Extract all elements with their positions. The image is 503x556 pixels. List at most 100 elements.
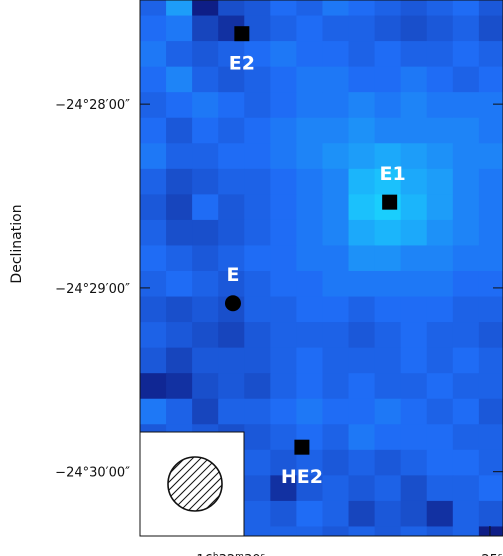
intensity-pixel: [244, 194, 271, 221]
intensity-pixel: [426, 449, 454, 476]
intensity-pixel: [400, 373, 428, 400]
intensity-pixel: [374, 424, 402, 451]
intensity-pixel: [140, 219, 167, 247]
intensity-pixel: [192, 398, 219, 425]
intensity-pixel: [218, 271, 245, 298]
intensity-pixel: [374, 500, 402, 528]
intensity-pixel: [348, 194, 376, 221]
intensity-pixel: [478, 143, 503, 170]
intensity-pixel: [374, 41, 402, 68]
intensity-pixel: [296, 271, 324, 298]
intensity-pixel: [348, 219, 376, 247]
intensity-pixel: [374, 526, 402, 536]
intensity-pixel: [478, 168, 503, 195]
intensity-pixel: [166, 398, 193, 425]
intensity-pixel: [322, 322, 350, 349]
intensity-pixel: [348, 373, 376, 400]
intensity-pixel: [296, 245, 324, 272]
intensity-pixel: [478, 500, 503, 528]
intensity-pixel: [322, 449, 350, 476]
intensity-pixel: [166, 117, 193, 144]
y-tick-label: −24°28′00″: [55, 98, 130, 113]
source-label-e2: E2: [229, 53, 255, 75]
intensity-pixel: [452, 245, 480, 272]
intensity-pixel: [478, 271, 503, 298]
intensity-pixel: [140, 194, 167, 221]
intensity-pixel: [192, 92, 219, 119]
intensity-pixel: [478, 424, 503, 451]
intensity-pixel: [426, 424, 454, 451]
intensity-pixel: [244, 296, 271, 323]
intensity-pixel: [400, 143, 428, 170]
intensity-pixel: [452, 500, 480, 528]
intensity-pixel: [244, 66, 271, 93]
intensity-pixel: [244, 219, 271, 247]
intensity-pixel: [244, 92, 271, 119]
intensity-pixel: [322, 424, 350, 451]
intensity-pixel: [192, 117, 219, 144]
intensity-pixel: [244, 41, 271, 68]
x-tick-label: 25s: [481, 552, 503, 556]
intensity-pixel: [400, 0, 428, 17]
intensity-pixel: [400, 271, 428, 298]
intensity-pixel: [192, 15, 219, 42]
intensity-pixel: [374, 373, 402, 400]
intensity-pixel: [400, 347, 428, 374]
intensity-pixel: [296, 168, 324, 195]
intensity-pixel: [218, 168, 245, 195]
intensity-pixel: [374, 398, 402, 425]
intensity-pixel: [478, 373, 503, 400]
intensity-pixel: [192, 0, 219, 17]
intensity-pixel: [452, 66, 480, 93]
intensity-pixel: [400, 322, 428, 349]
intensity-pixel: [400, 526, 428, 536]
intensity-pixel: [218, 219, 245, 247]
intensity-pixel: [452, 449, 480, 476]
intensity-pixel: [140, 15, 167, 42]
intensity-pixel: [348, 398, 376, 425]
intensity-pixel: [166, 15, 193, 42]
intensity-pixel: [452, 15, 480, 42]
intensity-pixel: [322, 500, 350, 528]
intensity-pixel: [478, 398, 503, 425]
intensity-pixel: [244, 0, 271, 17]
intensity-pixel: [426, 0, 454, 17]
intensity-pixel: [296, 117, 324, 144]
intensity-pixel: [348, 92, 376, 119]
intensity-pixel: [218, 41, 245, 68]
intensity-pixel: [270, 424, 297, 451]
intensity-pixel: [244, 373, 271, 400]
intensity-pixel: [140, 373, 167, 400]
intensity-pixel: [374, 117, 402, 144]
intensity-pixel: [426, 398, 454, 425]
x-axis: 16h32m30s 25s: [196, 526, 503, 556]
intensity-pixel: [322, 41, 350, 68]
intensity-pixel: [400, 117, 428, 144]
intensity-pixel: [348, 296, 376, 323]
intensity-pixel: [322, 245, 350, 272]
intensity-pixel: [296, 322, 324, 349]
intensity-pixel: [218, 245, 245, 272]
intensity-pixel: [400, 424, 428, 451]
intensity-pixel: [478, 322, 503, 349]
intensity-pixel: [322, 15, 350, 42]
intensity-pixel: [140, 347, 167, 374]
intensity-pixel: [426, 41, 454, 68]
source-label-e1: E1: [380, 163, 406, 185]
intensity-pixel: [348, 41, 376, 68]
intensity-pixel: [478, 475, 503, 502]
intensity-pixel: [374, 143, 402, 170]
intensity-pixel: [322, 219, 350, 247]
intensity-pixel: [374, 0, 402, 17]
intensity-pixel: [374, 296, 402, 323]
intensity-pixel: [426, 296, 454, 323]
intensity-pixel: [452, 117, 480, 144]
intensity-pixel: [244, 500, 271, 528]
intensity-pixel: [140, 322, 167, 349]
intensity-pixel: [322, 347, 350, 374]
intensity-pixel: [270, 475, 297, 502]
intensity-pixel: [478, 194, 503, 221]
intensity-pixel: [348, 475, 376, 502]
intensity-pixel: [218, 373, 245, 400]
intensity-pixel: [348, 168, 376, 195]
